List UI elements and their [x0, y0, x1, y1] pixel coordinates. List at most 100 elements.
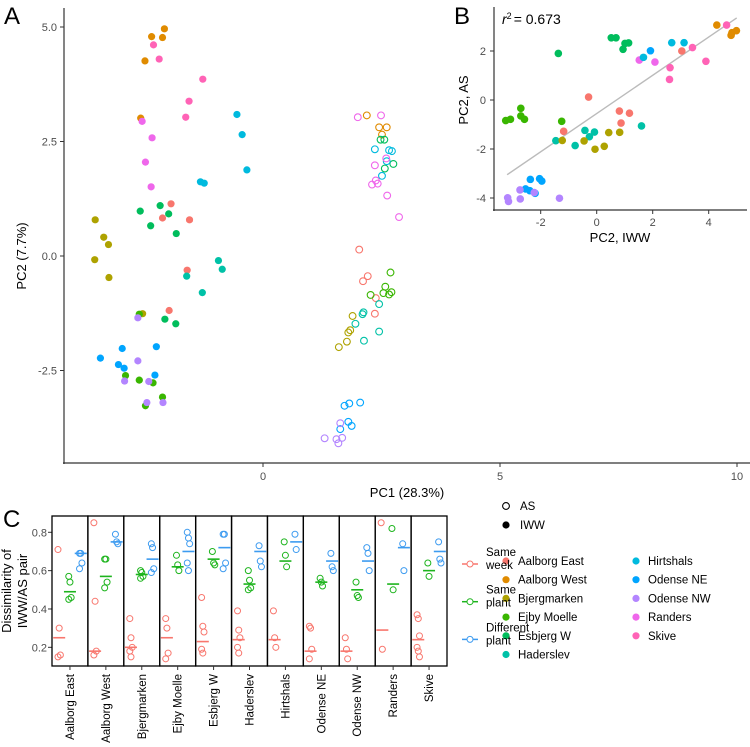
point-same-plant: [175, 567, 183, 575]
legend-esbjerg-w-swatch: [502, 632, 510, 640]
point-iww-skive: [155, 55, 163, 63]
facet-panel-ejby-moelle: [159, 515, 197, 667]
point-skive: [688, 43, 697, 52]
legend-aalborg-east-label: Aalborg East: [518, 556, 585, 568]
point-as-odense-ne: [336, 425, 345, 434]
facet-label-aalborg-east: Aalborg East: [65, 673, 77, 740]
panel-label-b: B: [454, 3, 470, 30]
point-as-aalborg-west: [362, 111, 371, 120]
point-same-plant: [208, 547, 216, 555]
point-as-ejby-moelle: [387, 288, 396, 297]
point-as-odense-nw: [336, 419, 345, 428]
point-as-esbjerg-w: [380, 164, 389, 173]
point-different-plant: [328, 563, 336, 571]
legend-randers-swatch: [632, 613, 640, 621]
point-iww-odense-ne: [151, 371, 159, 379]
panel-b-y-tick-label: -4: [476, 193, 486, 205]
point-different-plant: [222, 559, 230, 567]
point-same-week: [91, 597, 99, 605]
panel-a-y-tick-label: 2.5: [42, 137, 57, 149]
point-bjergmarken: [615, 128, 624, 137]
point-different-plant: [257, 563, 265, 571]
point-iww-aalborg-west: [160, 25, 169, 33]
point-as-bjergmarken: [344, 328, 353, 337]
point-same-week: [234, 607, 242, 615]
point-skive: [666, 63, 674, 72]
point-same-week: [90, 519, 98, 527]
point-ejby-moelle: [520, 115, 529, 124]
legend-c-different-plant-label-2: plant: [486, 635, 512, 647]
point-iww-haderslev: [183, 272, 191, 280]
panel-a-y-title: PC2 (7.7%): [14, 222, 29, 289]
point-same-week: [415, 632, 423, 640]
point-same-week: [269, 607, 277, 615]
point-bjergmarken: [604, 128, 613, 137]
point-same-plant: [244, 567, 252, 575]
panel-c-y-tick-label: 0.2: [32, 642, 47, 654]
legend-c-same-week-symbol: [466, 560, 474, 568]
panel-a-y-tick-label: 0.0: [42, 251, 57, 263]
point-same-week: [163, 624, 171, 632]
legend-hirtshals-label: Hirtshals: [648, 556, 693, 568]
point-same-week: [164, 649, 172, 657]
point-haderslev: [590, 128, 599, 136]
point-as-haderslev: [358, 310, 367, 319]
point-same-week: [90, 651, 98, 659]
point-as-randers: [353, 113, 362, 122]
point-same-plant: [388, 524, 396, 532]
facet-panel-bjergmarken: [123, 515, 161, 667]
point-iww-odense-nw: [159, 398, 167, 407]
point-as-ejby-moelle: [381, 282, 390, 291]
point-esbjerg-w: [612, 33, 620, 42]
point-iww-ejby-moelle: [121, 371, 130, 380]
legend-skive-label: Skive: [648, 631, 676, 643]
point-iww-skive: [182, 113, 190, 121]
point-same-plant: [103, 578, 111, 586]
panel-a-x-tick-label: 5: [497, 471, 503, 483]
point-odense-nw: [516, 186, 524, 194]
point-iww-randers: [141, 158, 150, 166]
legend-iww-symbol: [502, 521, 510, 529]
point-aalborg-east: [678, 47, 686, 55]
point-different-plant: [400, 567, 408, 575]
point-different-plant: [111, 530, 119, 538]
point-iww-hirtshals: [200, 179, 208, 187]
point-same-plant: [210, 559, 218, 567]
legend-c-different-plant-label-1: Different: [486, 622, 530, 634]
point-as-esbjerg-w: [376, 135, 385, 144]
point-different-plant: [256, 557, 264, 565]
point-iww-skive: [199, 75, 207, 83]
point-same-week: [235, 626, 243, 634]
legend-iww-label: IWW: [520, 520, 545, 532]
point-same-week: [272, 643, 280, 651]
legend-ejby-moelle-label: Ejby Moelle: [518, 612, 577, 624]
point-different-plant: [291, 530, 299, 538]
point-different-plant: [183, 559, 191, 567]
panel-a-y-tick-label: -2.5: [38, 366, 57, 378]
legend-as-label: AS: [520, 501, 536, 513]
point-odense-nw: [555, 194, 564, 203]
point-randers: [651, 58, 659, 66]
point-as-bjergmarken: [342, 337, 351, 346]
point-different-plant: [255, 542, 263, 550]
panel-b-y-tick-label: 2: [480, 46, 486, 58]
legend-c-same-week-label-1: Same: [486, 547, 516, 559]
point-same-plant: [101, 584, 109, 592]
panel-a-y-tick-label: 5.0: [42, 22, 57, 34]
point-same-plant: [281, 551, 289, 559]
point-aalborg-east: [617, 119, 625, 127]
point-same-week: [234, 643, 242, 651]
point-same-plant: [316, 574, 324, 582]
point-iww-randers: [147, 183, 155, 191]
point-different-plant: [183, 528, 191, 536]
legend-randers-label: Randers: [648, 612, 692, 624]
point-same-week: [54, 653, 62, 661]
point-odense-nw: [504, 197, 513, 206]
point-different-plant: [365, 567, 373, 575]
point-same-week: [199, 649, 207, 657]
point-same-plant: [246, 576, 253, 584]
point-iww-odense-nw: [143, 398, 151, 407]
point-same-week: [271, 634, 279, 642]
legend-bjergmarken-label: Bjergmarken: [518, 593, 583, 605]
point-as-aalborg-west: [382, 123, 391, 132]
